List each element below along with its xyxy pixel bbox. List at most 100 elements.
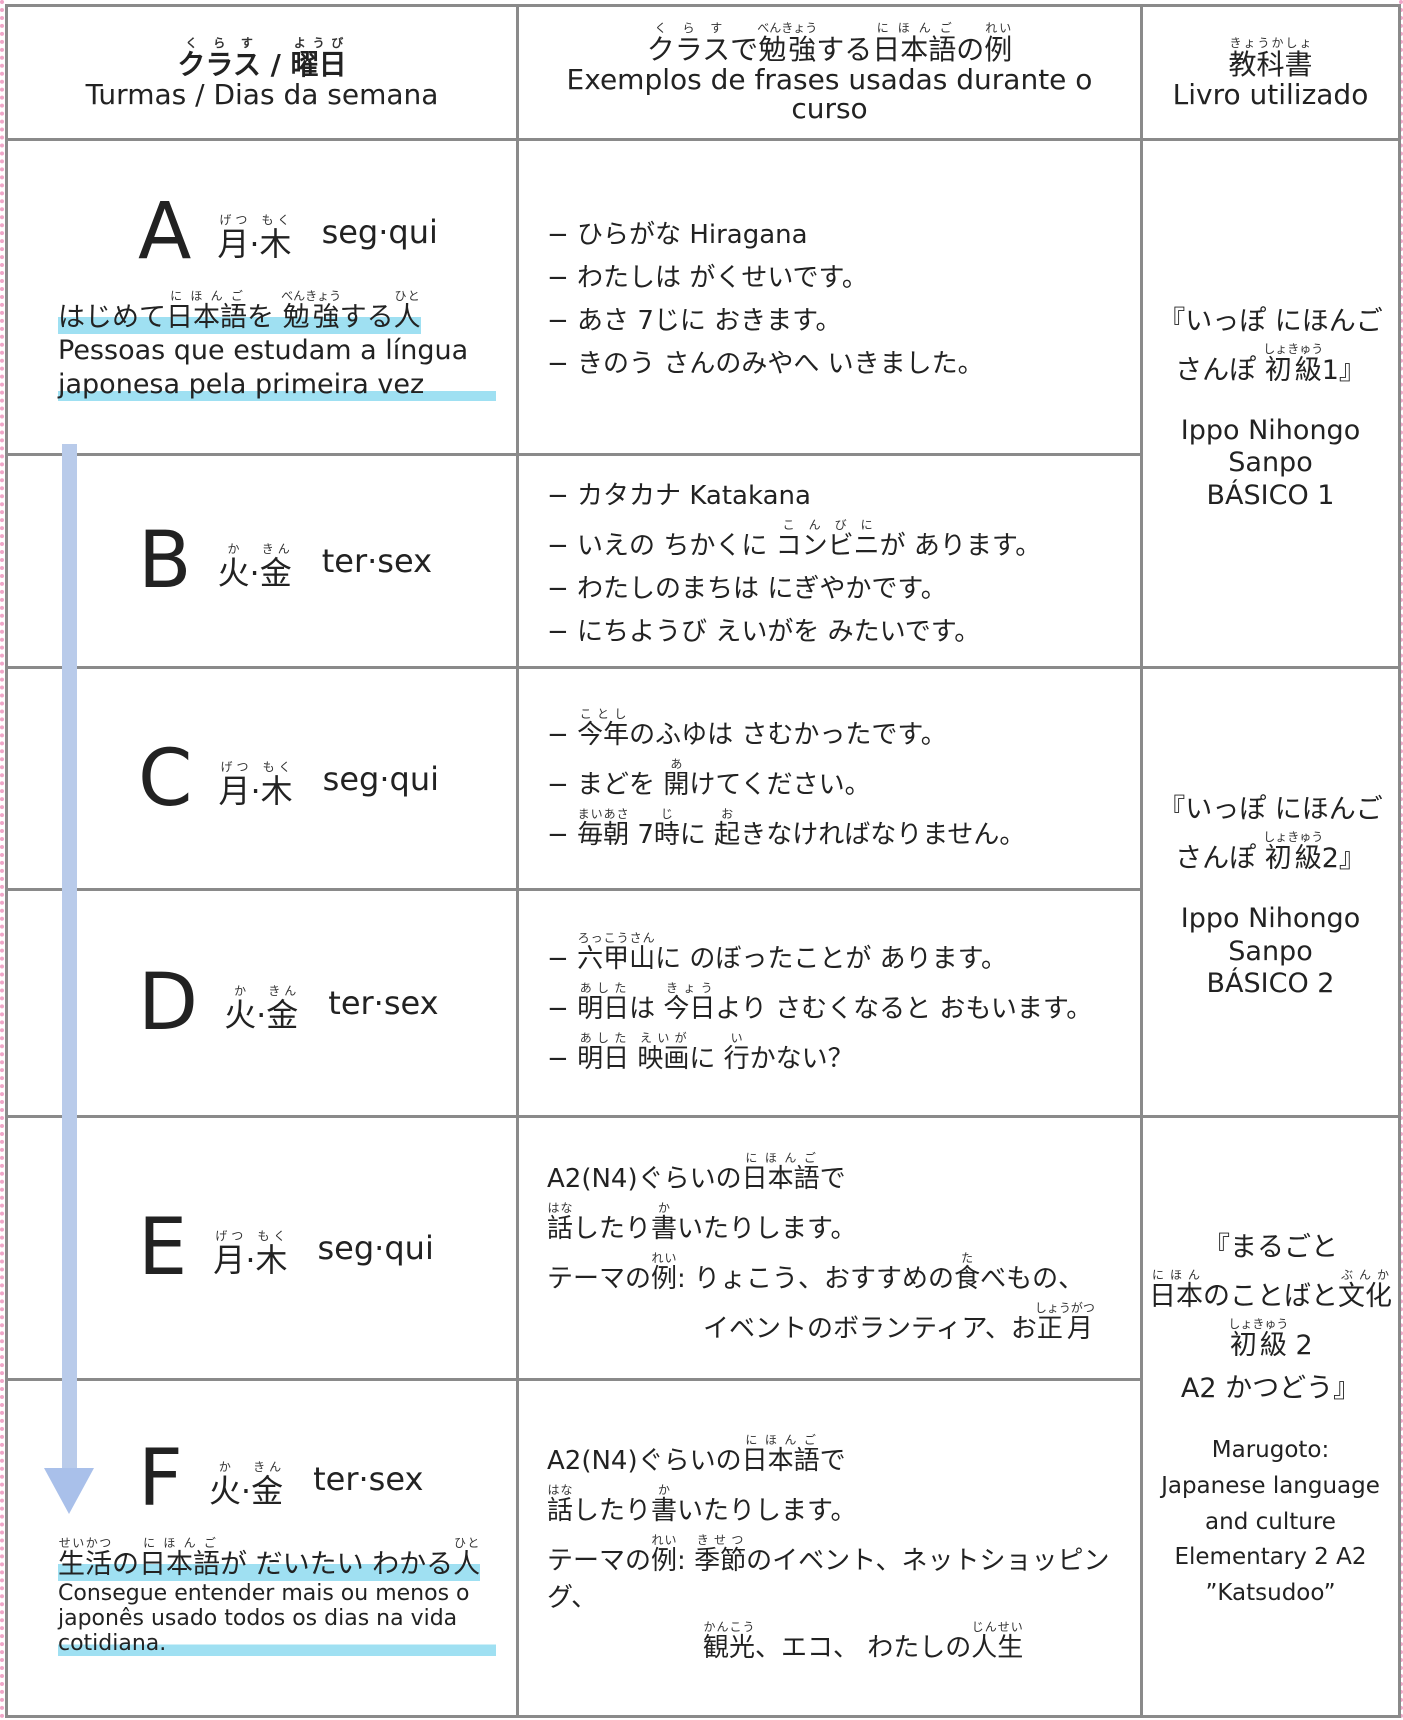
ruby: 日本語にほんご (872, 21, 956, 66)
ruby: 時じ (654, 807, 680, 850)
text: したり (573, 1495, 652, 1526)
example-line: − 今年ことしのふゆは さむかったです。 (547, 707, 1140, 751)
furigana: じんせい (971, 1619, 1024, 1634)
ruby: 明日あした (577, 1031, 629, 1074)
text: − あさ 7じに おきます。 (547, 306, 842, 336)
furigana: はな (547, 1201, 574, 1215)
furigana: きょうかしょ (1228, 36, 1313, 51)
class-heading: E 月げつ·木もく seg·qui (28, 1209, 516, 1287)
class-heading: C 月げつ·木もく seg·qui (28, 740, 516, 818)
ruby: 正月しょうがつ (1035, 1301, 1095, 1344)
ruby: 今年ことし (577, 707, 630, 750)
header-cell: クラスくらすで勉強べんきょうする日本語にほんごの例れい Exemplos de f… (516, 4, 1143, 141)
class-cell: D 火か·金きん ter·sex (5, 888, 519, 1118)
text: : りょこう、おすすめの (677, 1264, 955, 1294)
ruby-base: 火 (217, 554, 250, 592)
text: A2(N4)ぐらいの (547, 1164, 742, 1194)
ruby-base: 木 (260, 771, 293, 810)
ruby-base: 行 (723, 1044, 750, 1074)
days-pt: ter·sex (328, 984, 439, 1022)
textbook-cell: 『まるごと 日本にほんのことばと文化ぶんか 初級しょきゅう 2 A2 かつどう』 Mar… (1140, 1115, 1401, 1718)
text: 2 (1286, 1330, 1313, 1362)
text: が あります。 (879, 530, 1042, 561)
ruby-base: 例 (984, 33, 1013, 67)
text: さんぽ (1175, 843, 1265, 875)
furigana: もく (260, 759, 293, 774)
ruby: 火か (217, 542, 250, 592)
ruby: 観光かんこう (703, 1620, 756, 1663)
class-letter: A (138, 186, 192, 277)
textbook-en-line: Marugoto: (1211, 1437, 1330, 1464)
ruby: クラスくらす (646, 21, 731, 67)
ruby-base: 日本語 (741, 1164, 820, 1194)
furigana: た (954, 1251, 981, 1265)
textbook-ja-line: さんぽ 初級しょきゅう1』 (1143, 342, 1398, 387)
class-days: 火か·金きん ter·sex (218, 542, 433, 600)
furigana: にほんご (741, 1151, 820, 1165)
ruby: 火か (224, 984, 257, 1034)
class-letter: F (138, 1433, 183, 1524)
ruby: 初級しょきゅう (1263, 830, 1323, 874)
ruby: 木もく (259, 213, 292, 263)
class-cell: C 月げつ·木もく seg·qui (5, 666, 519, 891)
ruby-base: 火 (224, 996, 257, 1034)
ruby-base: 映画 (637, 1044, 690, 1074)
textbook-cell: 『いっぽ にほんご さんぽ 初級しょきゅう1』 Ippo Nihongo Sanpo B… (1140, 138, 1401, 669)
textbook-en: Ippo Nihongo Sanpo BÁSICO 2 (1143, 903, 1398, 1000)
furigana: まいあさ (577, 806, 630, 821)
textbook-en-line: ”Katsudoo” (1205, 1579, 1336, 1606)
class-cell: E 月げつ·木もく seg·qui (5, 1115, 519, 1381)
text: 『まるごと (1203, 1232, 1338, 1264)
ruby: 明日あした (577, 981, 629, 1024)
example-line: − わたしのまちは にぎやかです。 (547, 568, 1140, 605)
furigana: しょきゅう (1228, 1317, 1289, 1332)
examples-cell: − 六甲山ろっこうさんに のぼったことが あります。 − 明日あしたは 今日きょう… (516, 888, 1143, 1118)
text: − わたしは がくせいです。 (547, 263, 868, 293)
ruby: 日本にほん (1149, 1268, 1203, 1312)
text: 『いっぽ にほんご (1158, 305, 1383, 337)
ruby-base: 今年 (577, 719, 630, 750)
text: したり (573, 1214, 652, 1244)
header-ja: 教科書きょうかしょ (1143, 36, 1398, 79)
ruby: 金きん (260, 542, 292, 592)
text: のイベント、ネットショッピング、 (547, 1545, 1110, 1613)
header-ja: クラスくらすで勉強べんきょうする日本語にほんごの例れい (519, 21, 1140, 64)
ruby-base: 食 (954, 1264, 981, 1294)
examples-cell: A2(N4)ぐらいの日本語にほんごで 話はなしたり書かいたりします。 テーマの例れい… (516, 1115, 1143, 1381)
ruby: 例れい (984, 21, 1013, 67)
ruby: 今日きょう (663, 981, 715, 1024)
example-line: 話はなしたり書かいたりします。 (547, 1483, 1140, 1527)
furigana: えいが (637, 1031, 690, 1045)
text: 7 (629, 819, 654, 850)
text: のふゆは さむかったです。 (629, 719, 947, 750)
ruby-base: クラス (646, 33, 731, 67)
ruby-base: 木 (259, 224, 292, 263)
furigana: れい (651, 1251, 678, 1265)
ruby-base: 観光 (703, 1632, 756, 1663)
furigana: ひと (453, 1535, 481, 1550)
text: · (240, 1471, 252, 1510)
textbook-en-line: BÁSICO 2 (1206, 968, 1335, 1000)
furigana: こんびに (775, 517, 880, 532)
class-letter: D (138, 958, 199, 1048)
furigana: はな (547, 1482, 574, 1497)
class-heading: B 火か·金きん ter·sex (28, 522, 516, 600)
text: を (247, 301, 283, 333)
class-heading: D 火か·金きん ter·sex (28, 964, 516, 1042)
example-line: − まどを 開あけてください。 (547, 757, 1140, 801)
text: − にちようび えいがを みたいです。 (547, 616, 981, 647)
examples-cell: − ひらがな Hiragana − わたしは がくせいです。 − あさ 7じに おき… (516, 138, 1143, 456)
example-line: − カタカナ Katakana (547, 475, 1140, 512)
ruby: 例れい (651, 1533, 677, 1576)
furigana: にほん (1149, 1268, 1203, 1283)
ruby-base: 人 (393, 301, 421, 333)
ruby-base: 金 (266, 996, 299, 1034)
ruby: コンビニこんびに (776, 518, 880, 561)
text: テーマの (547, 1545, 652, 1576)
text: いたりします。 (677, 1495, 857, 1526)
ruby: 食た (954, 1251, 981, 1294)
textbook-en-line: BÁSICO 1 (1206, 479, 1335, 511)
example-line: − 明日あしたは 今日きょうより さむくなると おもいます。 (547, 981, 1140, 1025)
example-line: イベントのボランティア、お正月しょうがつ (547, 1301, 1140, 1345)
